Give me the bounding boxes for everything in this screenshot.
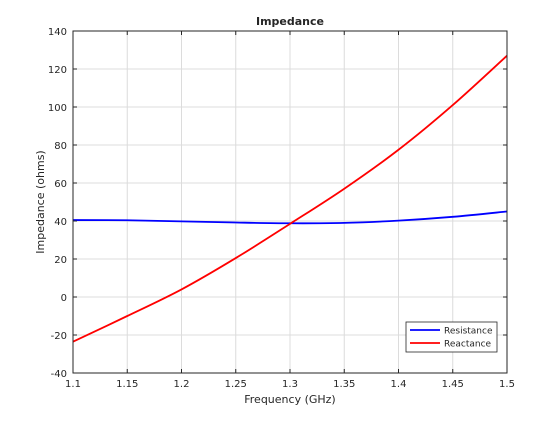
y-tick-label: 20 <box>54 255 67 266</box>
legend: Resistance Reactance <box>405 321 498 353</box>
x-tick-label: 1.25 <box>225 379 247 390</box>
y-tick-label: 120 <box>48 65 67 76</box>
x-tick-label: 1.15 <box>116 379 138 390</box>
y-tick-label: -20 <box>51 331 67 342</box>
legend-label-reactance: Reactance <box>444 340 492 350</box>
y-tick-label: 60 <box>54 179 67 190</box>
x-tick-label: 1.3 <box>282 379 298 390</box>
legend-box <box>405 321 498 353</box>
axes <box>72 30 508 374</box>
y-tick-label: 100 <box>48 103 67 114</box>
x-tick-label: 1.45 <box>442 379 464 390</box>
legend-label-resistance: Resistance <box>444 327 493 337</box>
y-tick-label: 40 <box>54 217 67 228</box>
series-line-reactance <box>72 55 508 343</box>
x-tick-label: 1.5 <box>499 379 515 390</box>
y-tick-label: 0 <box>61 293 67 304</box>
tick-labels: 1.1 1.15 1.2 1.25 1.3 1.35 1.4 1.45 1.5 -40 -20 0 20… <box>48 27 515 390</box>
x-tick-label: 1.35 <box>333 379 355 390</box>
x-tick-label: 1.2 <box>174 379 190 390</box>
x-tick-label: 1.4 <box>391 379 407 390</box>
x-axis-label: Frequency (GHz) <box>244 393 335 406</box>
x-tick-label: 1.1 <box>65 379 81 390</box>
plot-border <box>72 30 508 374</box>
series-lines <box>72 55 508 343</box>
y-tick-label: -40 <box>51 369 67 380</box>
y-axis-label: Impedance (ohms) <box>34 150 47 253</box>
y-tick-label: 80 <box>54 141 67 152</box>
chart-title: Impedance <box>256 15 324 28</box>
y-tick-label: 140 <box>48 27 67 38</box>
